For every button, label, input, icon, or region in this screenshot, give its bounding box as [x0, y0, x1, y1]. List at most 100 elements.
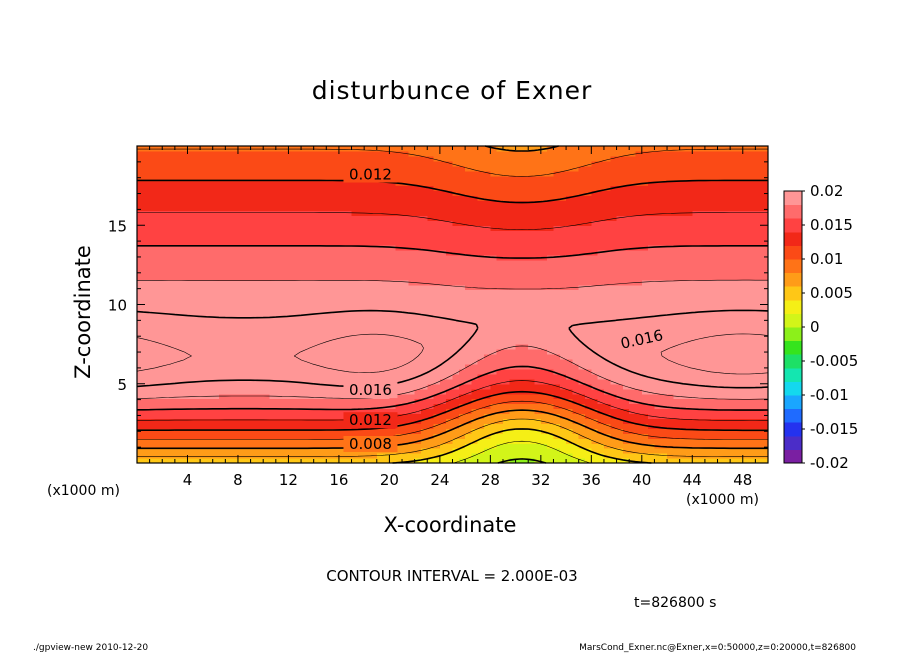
heatmap-cell	[528, 235, 536, 241]
heatmap-cell	[597, 274, 605, 281]
heatmap-cell	[477, 403, 485, 410]
heatmap-cell	[585, 388, 592, 395]
heatmap-cell	[433, 269, 441, 276]
heatmap-cell	[610, 314, 618, 320]
heatmap-cell	[181, 423, 189, 429]
heatmap-cell	[275, 373, 283, 380]
heatmap-cell	[484, 314, 491, 320]
heatmap-cell	[452, 165, 460, 172]
heatmap-cell	[263, 398, 271, 405]
heatmap-cell	[351, 339, 359, 345]
heatmap-cell	[477, 358, 485, 365]
heatmap-cell	[237, 294, 245, 301]
heatmap-cell	[370, 329, 378, 335]
heatmap-cell	[181, 448, 189, 454]
heatmap-cell	[578, 180, 586, 187]
heatmap-cell	[477, 408, 485, 415]
heatmap-cell	[370, 299, 378, 306]
heatmap-cell	[585, 205, 592, 211]
heatmap-cell	[319, 358, 327, 365]
heatmap-cell	[433, 458, 441, 464]
heatmap-cell	[345, 230, 353, 236]
heatmap-cell	[319, 254, 327, 261]
heatmap-cell	[231, 354, 239, 360]
heatmap-cell	[345, 205, 353, 211]
heatmap-cell	[231, 334, 239, 340]
heatmap-cell	[174, 269, 182, 276]
heatmap-cell	[427, 383, 435, 390]
heatmap-cell	[578, 319, 586, 325]
heatmap-cell	[301, 274, 308, 281]
heatmap-cell	[559, 373, 567, 380]
heatmap-cell	[282, 423, 290, 429]
heatmap-cell	[137, 299, 144, 306]
heatmap-cell	[490, 373, 498, 380]
heatmap-cell	[212, 160, 220, 167]
heatmap-cell	[212, 225, 220, 231]
heatmap-cell	[162, 403, 170, 410]
heatmap-cell	[181, 289, 189, 296]
heatmap-cell	[231, 378, 239, 385]
heatmap-cell	[471, 289, 479, 296]
heatmap-cell	[332, 185, 340, 192]
heatmap-cell	[521, 403, 529, 410]
heatmap-cell	[263, 363, 271, 370]
heatmap-cell	[250, 339, 258, 345]
heatmap-cell	[263, 254, 271, 261]
heatmap-cell	[490, 210, 498, 216]
heatmap-cell	[496, 264, 504, 271]
heatmap-cell	[269, 274, 277, 281]
heatmap-cell	[137, 324, 144, 330]
heatmap-cell	[540, 230, 548, 236]
heatmap-cell	[357, 215, 365, 221]
heatmap-cell	[578, 284, 586, 291]
heatmap-cell	[256, 165, 264, 172]
heatmap-cell	[326, 413, 334, 420]
heatmap-cell	[345, 453, 353, 459]
heatmap-cell	[263, 319, 271, 325]
heatmap-cell	[301, 423, 308, 429]
heatmap-cell	[200, 254, 208, 261]
heatmap-cell	[326, 443, 334, 449]
heatmap-cell	[484, 349, 491, 355]
heatmap-cell	[168, 324, 176, 330]
heatmap-cell	[332, 329, 340, 335]
heatmap-cell	[256, 155, 264, 162]
heatmap-cell	[193, 190, 201, 197]
heatmap-cell	[603, 264, 611, 271]
heatmap-cell	[452, 269, 460, 276]
heatmap-cell	[162, 264, 170, 271]
heatmap-cell	[162, 245, 170, 251]
heatmap-cell	[509, 393, 517, 400]
heatmap-cell	[509, 170, 517, 177]
heatmap-cell	[168, 319, 176, 325]
heatmap-cell	[174, 408, 182, 415]
heatmap-cell	[263, 220, 271, 226]
heatmap-cell	[433, 408, 441, 415]
heatmap-cell	[162, 294, 170, 301]
heatmap-cell	[294, 319, 302, 325]
heatmap-cell	[237, 195, 245, 202]
heatmap-cell	[269, 319, 277, 325]
heatmap-cell	[357, 324, 365, 330]
heatmap-cell	[181, 225, 189, 231]
heatmap-cell	[452, 264, 460, 271]
heatmap-cell	[585, 398, 592, 405]
heatmap-cell	[496, 245, 504, 251]
heatmap-cell	[244, 259, 252, 266]
heatmap-cell	[200, 235, 208, 241]
heatmap-cell	[496, 433, 504, 439]
heatmap-cell	[458, 423, 466, 429]
heatmap-cell	[528, 160, 536, 167]
heatmap-cell	[528, 146, 536, 152]
heatmap-cell	[484, 205, 491, 211]
heatmap-cell	[162, 309, 170, 315]
heatmap-cell	[174, 264, 182, 271]
heatmap-cell	[282, 180, 290, 187]
heatmap-cell	[370, 264, 378, 271]
heatmap-cell	[219, 299, 226, 306]
heatmap-cell	[193, 215, 201, 221]
heatmap-cell	[174, 175, 182, 182]
heatmap-cell	[143, 175, 151, 182]
heatmap-cell	[155, 314, 163, 320]
